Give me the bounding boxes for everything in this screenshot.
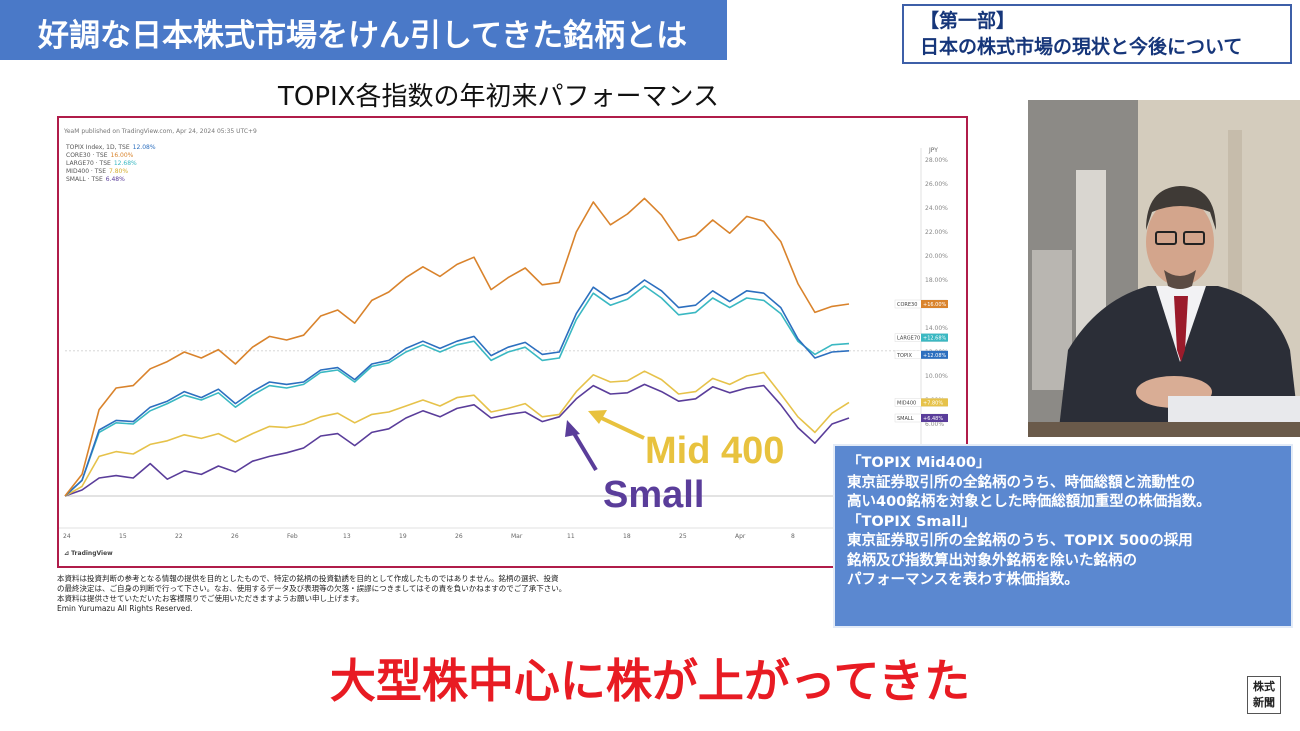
y-tick-label: 18.00% [925, 277, 948, 284]
svg-text:TOPIX: TOPIX [896, 353, 912, 359]
section-label: 【第一部】 [920, 10, 1016, 32]
small-arrowhead [565, 420, 580, 437]
x-tick-label: 26 [231, 533, 239, 540]
y-tick-label: 24.00% [925, 205, 948, 212]
mid400-arrow [594, 413, 645, 440]
presenter-video [1028, 100, 1300, 437]
y-tick-label: 20.00% [925, 253, 948, 260]
mid400-desc-line: 東京証券取引所の全銘柄のうち、時価総額と流動性の [847, 474, 1195, 491]
svg-text:CORE30: CORE30 [897, 302, 917, 308]
svg-text:LARGE70: LARGE70 [897, 336, 920, 342]
disclaimer-line: の最終決定は、ご自身の判断で行って下さい。なお、使用するデータ及び表現等の欠落・… [57, 584, 567, 593]
svg-text:+6.48%: +6.48% [923, 416, 943, 422]
y-tick-label: 10.00% [925, 373, 948, 380]
subtitle-caption: 大型株中心に株が上がってきた [329, 654, 971, 708]
series-line-topix [64, 279, 850, 497]
small-desc-line: パフォーマンスを表わす株価指数。 [847, 572, 1079, 588]
small-annotation: Small [603, 474, 704, 516]
legend-entry: LARGE70 · TSE 12.68% [66, 160, 137, 167]
x-tick-label: 13 [343, 533, 351, 540]
legend-entry: CORE30 · TSE 16.00% [66, 152, 134, 159]
x-tick-label: 22 [175, 533, 183, 540]
x-tick-label: Apr [735, 533, 746, 540]
x-tick-label: 18 [623, 533, 631, 540]
series-line-large70 [64, 285, 850, 497]
tradingview-logo: ⊿ TradingView [64, 550, 113, 557]
presenter-figure [1028, 100, 1300, 437]
x-tick-label: 8 [791, 533, 795, 540]
x-tick-label: 26 [455, 533, 463, 540]
svg-text:+7.80%: +7.80% [923, 400, 943, 406]
mid400-title: 「TOPIX Mid400」 [847, 455, 991, 471]
disclaimer: 本資料は投資判断の参考となる情報の提供を目的としたもので、特定の銘柄の投資勧誘を… [57, 574, 577, 614]
chart-legend: TOPIX Index, 1D, TSE 12.08% CORE30 · TSE 1… [66, 144, 156, 184]
svg-text:MID400: MID400 [897, 400, 916, 406]
disclaimer-line: 本資料は提供させていただいたお客様限りでご使用いただきますようお願い申し上げます… [57, 594, 364, 603]
x-tick-label: Feb [287, 533, 298, 540]
disclaimer-line: 本資料は投資判断の参考となる情報の提供を目的としたもので、特定の銘柄の投資勧誘を… [57, 574, 559, 583]
series-line-mid400 [64, 370, 850, 497]
svg-text:+12.68%: +12.68% [923, 336, 947, 342]
chart-publisher: YeaM published on TradingView.com, Apr 2… [64, 128, 257, 135]
series-end-tag: LARGE70 +12.68% [894, 333, 948, 342]
legend-entry: SMALL · TSE 6.48% [66, 176, 125, 183]
svg-text:+12.08%: +12.08% [923, 353, 947, 359]
small-title: 「TOPIX Small」 [847, 513, 976, 530]
page-title: 好調な日本株式市場をけん引してきた銘柄とは [38, 18, 688, 54]
x-tick-label: 19 [399, 533, 407, 540]
mid400-arrowhead [588, 410, 607, 424]
legend-entry: MID400 · TSE 7.80% [66, 168, 129, 175]
line-chart: JPY 28.00% 26.00% 24.00% 22.00% 20.00% 18.00% 1… [59, 147, 948, 540]
title-banner: 好調な日本株式市場をけん引してきた銘柄とは [0, 0, 727, 60]
x-tick-label: 15 [119, 533, 127, 540]
disclaimer-line: Emin Yurumazu All Rights Reserved. [57, 604, 193, 613]
mid400-annotation: Mid 400 [645, 430, 784, 472]
y-tick-label: 22.00% [925, 229, 948, 236]
y-tick-label: 26.00% [925, 181, 948, 188]
series-end-tag: TOPIX +12.08% [894, 350, 948, 360]
small-desc-line: 東京証券取引所の全銘柄のうち、TOPIX 500の採用 [847, 533, 1193, 549]
section-box: 【第一部】 日本の株式市場の現状と今後について [902, 4, 1292, 64]
series-end-tag: SMALL +6.48% [894, 413, 948, 423]
series-end-tag: MID400 +7.80% [894, 398, 948, 407]
chart-heading: TOPIX各指数の年初来パフォーマンス [278, 82, 719, 112]
publisher-stamp-logo: 株式 新聞 [1247, 676, 1281, 714]
small-desc-line: 銘柄及び指数算出対象外銘柄を除いた銘柄の [847, 552, 1137, 569]
x-tick-label: 25 [679, 533, 687, 540]
svg-text:+16.00%: +16.00% [923, 302, 947, 308]
y-tick-label: 28.00% [925, 157, 948, 164]
index-info-box: 「TOPIX Mid400」 東京証券取引所の全銘柄のうち、時価総額と流動性の … [833, 444, 1293, 628]
currency-label: JPY [928, 147, 938, 154]
svg-text:SMALL: SMALL [897, 416, 914, 422]
section-title: 日本の株式市場の現状と今後について [920, 36, 1243, 58]
y-tick-label: 6.00% [925, 421, 944, 428]
x-tick-label: Mar [511, 533, 523, 540]
mid400-desc-line: 高い400銘柄を対象とした時価総額加重型の株価指数。 [847, 494, 1211, 510]
series-end-tag: CORE30 +16.00% [894, 299, 948, 309]
series-line-small [64, 383, 850, 497]
x-tick-label: 11 [567, 533, 575, 540]
series-line-core30 [64, 197, 850, 497]
x-tick-label: 24 [63, 533, 71, 540]
small-arrow [570, 428, 598, 472]
legend-entry: TOPIX Index, 1D, TSE 12.08% [66, 144, 156, 151]
y-tick-label: 14.00% [925, 325, 948, 332]
chart-frame: YeaM published on TradingView.com, Apr 2… [57, 116, 968, 568]
